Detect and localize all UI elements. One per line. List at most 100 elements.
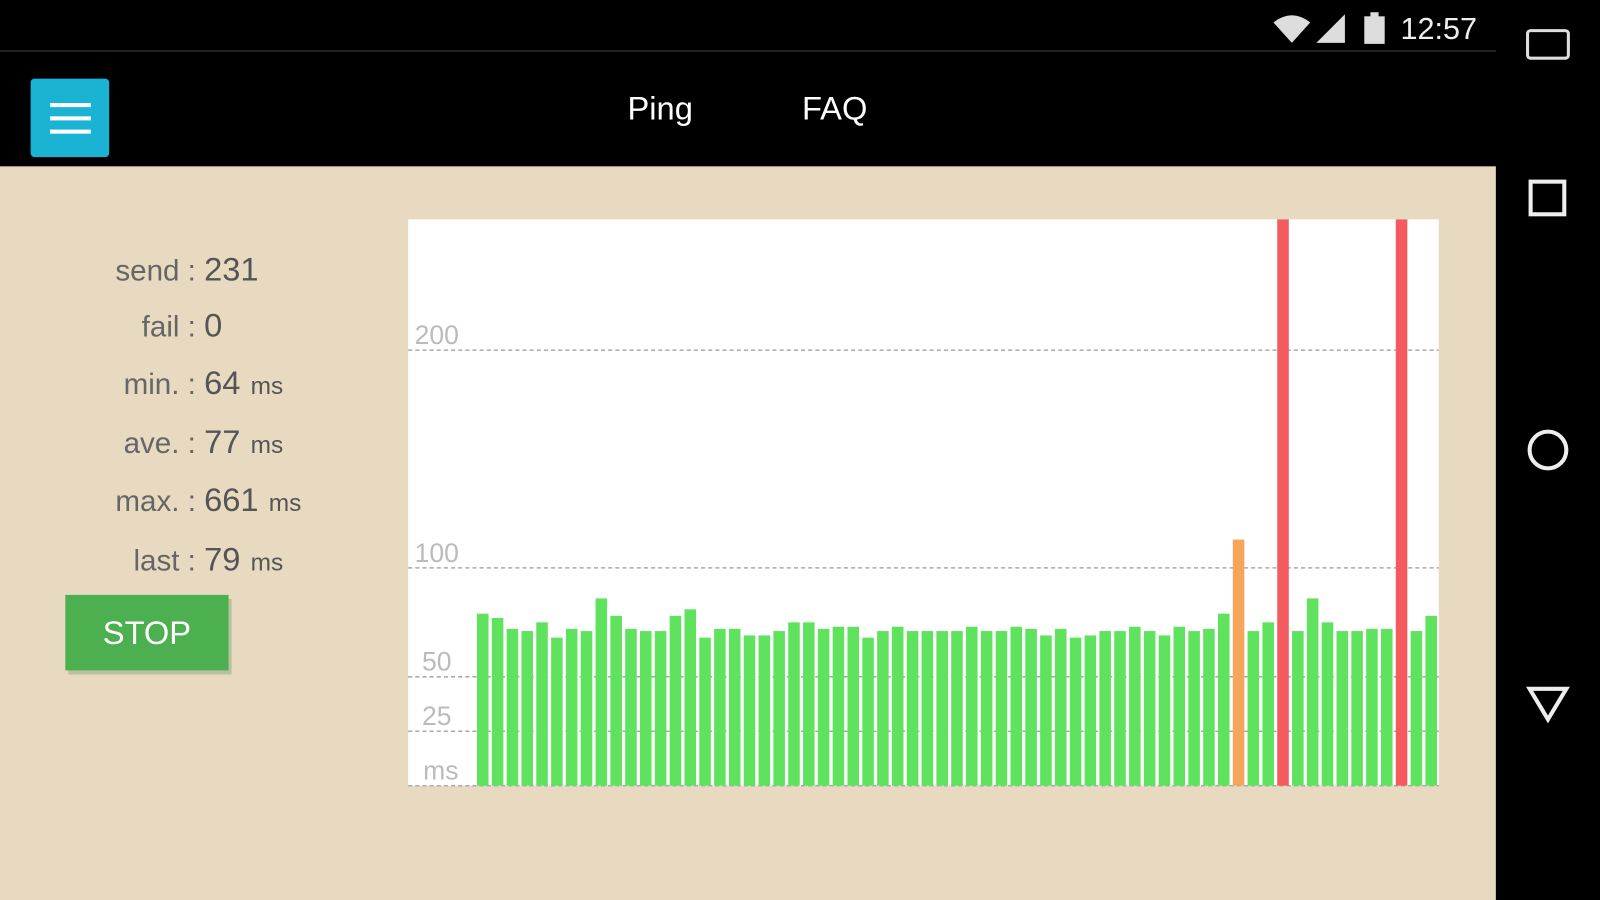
bar [1410, 631, 1423, 786]
bar [1040, 635, 1052, 786]
bar [951, 631, 963, 786]
bar [877, 631, 889, 786]
nav-tab[interactable]: FAQ [802, 89, 867, 126]
bar [1054, 628, 1067, 786]
battery-cap [1370, 12, 1379, 18]
bar [803, 622, 815, 786]
stat-value: 77 ms [204, 423, 283, 460]
bar [1351, 631, 1363, 786]
stat-value: 231 [204, 251, 258, 288]
bar [1247, 631, 1260, 786]
bar [1010, 626, 1023, 786]
bar [995, 631, 1008, 786]
bar [1395, 219, 1408, 786]
y-tick-label: ms [423, 756, 458, 786]
bar [491, 617, 504, 786]
bar [1232, 539, 1245, 786]
stat-number: 64 [204, 364, 240, 401]
bar [758, 635, 771, 786]
bar [1114, 631, 1126, 786]
bar [476, 613, 489, 786]
system-nav [1495, 0, 1600, 900]
stat-number: 79 [204, 540, 240, 577]
signal-icon [1316, 14, 1345, 43]
stat-unit: ms [251, 373, 284, 400]
stat-number: 77 [204, 423, 240, 460]
bar [521, 631, 534, 786]
stat-unit: ms [251, 432, 284, 459]
stat-value: 64 ms [204, 364, 283, 401]
bar [684, 609, 697, 786]
stat-label: min. : [124, 368, 196, 401]
bar [1380, 628, 1393, 786]
stat-label: fail : [142, 311, 196, 344]
bar [610, 615, 622, 786]
y-tick-label: 25 [422, 701, 452, 731]
bar [1366, 628, 1378, 786]
bar [669, 615, 682, 786]
stat-unit: ms [251, 549, 284, 576]
stat-label: send : [115, 255, 196, 288]
bar [832, 626, 845, 786]
menu-line [50, 103, 91, 108]
bar [654, 631, 667, 786]
bar [1425, 615, 1437, 786]
bar [536, 622, 548, 786]
bar [980, 631, 993, 786]
bar [817, 628, 830, 786]
bar [595, 598, 608, 786]
home-button[interactable] [1527, 429, 1569, 471]
bar [1173, 626, 1186, 786]
bar [921, 631, 934, 786]
bar [773, 631, 785, 786]
stop-button[interactable] [65, 594, 229, 671]
menu-line [50, 116, 91, 121]
bar [1084, 635, 1097, 786]
bar [1188, 631, 1200, 786]
wifi-icon [1273, 15, 1311, 43]
stat-value: 0 [204, 307, 222, 344]
stat-label: last : [133, 544, 195, 577]
stat-label: ave. : [124, 427, 196, 460]
bar [565, 628, 578, 786]
stat-number: 231 [204, 251, 258, 288]
bar [1336, 631, 1349, 786]
bar [640, 631, 652, 786]
bar [1217, 613, 1230, 786]
button-label: STOP [103, 614, 191, 651]
chart: ms 25 50 100 200 [408, 219, 1439, 787]
recents-button[interactable] [1528, 179, 1567, 217]
bar [551, 637, 563, 786]
bar [1203, 628, 1215, 786]
bar [714, 628, 726, 786]
stat-number: 661 [204, 481, 258, 518]
bar [1262, 622, 1274, 786]
bar [862, 637, 874, 786]
bar [699, 637, 711, 786]
bar [728, 628, 741, 786]
bar [1277, 219, 1289, 786]
bar [1099, 631, 1111, 786]
bar [966, 626, 978, 786]
bar [1129, 626, 1141, 786]
bar [1069, 637, 1082, 786]
bar [625, 628, 637, 786]
bar [506, 628, 519, 786]
bar [1158, 635, 1171, 786]
clock: 12:57 [1400, 12, 1477, 46]
back-button[interactable] [1525, 686, 1570, 724]
bar [1292, 631, 1304, 786]
bar [1025, 628, 1037, 786]
bar [788, 622, 800, 786]
bar [891, 626, 904, 786]
stat-unit: ms [269, 490, 302, 517]
y-tick-label: 200 [415, 320, 459, 350]
menu-line [50, 129, 91, 134]
bar [1143, 631, 1156, 786]
bar [1306, 598, 1319, 786]
keyboard-icon[interactable] [1526, 29, 1570, 60]
nav-tab[interactable]: Ping [628, 89, 693, 126]
bar [847, 626, 860, 786]
